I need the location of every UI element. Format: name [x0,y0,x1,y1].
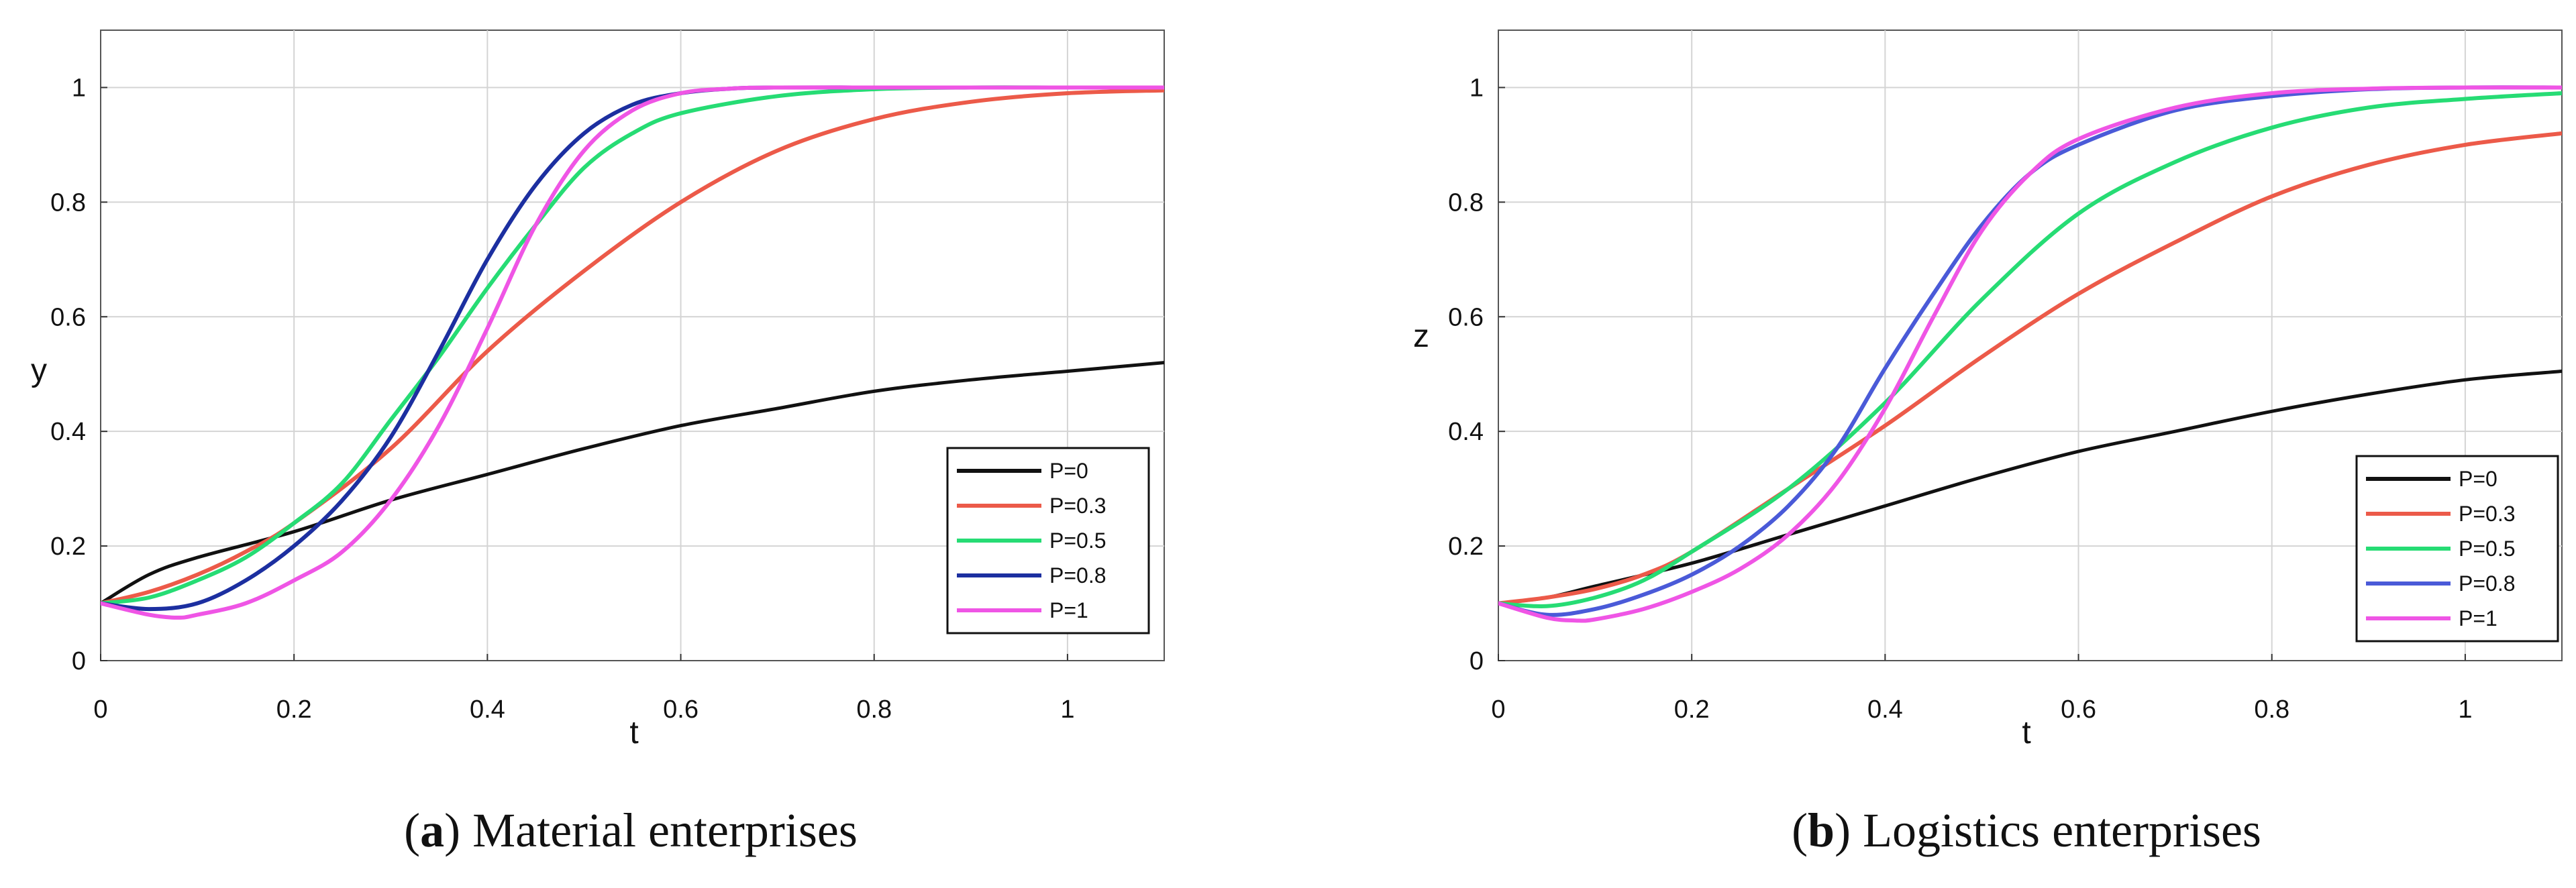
grid-a [100,30,1164,661]
legend-label: P=0.3 [2459,502,2516,526]
x-ticks-b: 0 0.2 0.4 0.6 0.8 1 [1491,696,2472,724]
grid-b [1498,30,2562,661]
y-tick-label: 0.2 [1448,533,1484,561]
x-axis-label-a: t [629,715,638,751]
legend-label: P=0.5 [2459,537,2516,561]
series-lines-a [101,85,1164,620]
legend-label: P=1 [1049,598,1088,622]
y-ticks-b: 0 0.2 0.4 0.6 0.8 1 [1448,74,1484,675]
series-line-P-0 [101,361,1164,605]
x-tick-label: 0 [93,696,107,724]
x-tick-label: 0.8 [856,696,892,724]
caption-text-a: Material enterprises [472,803,858,857]
x-tick-label: 1 [2458,696,2472,724]
caption-b: (b) Logistics enterprises [1792,803,2261,857]
x-axis-label-b: t [2022,715,2030,751]
x-ticks-a: 0 0.2 0.4 0.6 0.8 1 [93,696,1074,724]
series-lines-b [1498,85,2562,623]
x-tick-label: 0.2 [1674,696,1710,724]
series-line-P-0-3 [1498,131,2562,606]
x-tick-label: 0.6 [2061,696,2096,724]
x-tick-label: 0.4 [470,696,505,724]
y-tick-label: 0 [1470,647,1484,675]
series-line-P-0-5 [1498,91,2562,609]
legend-label: P=0.5 [1049,529,1106,553]
x-tick-label: 1 [1060,696,1074,724]
legend-label: P=0.8 [2459,571,2516,596]
caption-letter-b: b [1808,803,1835,857]
y-tick-label: 0.8 [50,188,86,217]
legend-label: P=0 [2459,467,2497,491]
legend-b: P=0 P=0.3 P=0.5 P=0.8 P=1 [2355,455,2559,643]
y-axis-label-b: z [1413,319,1429,354]
panel-a: 0 0.2 0.4 0.6 0.8 1 00.20.40.60.81 t y P=0P=0… [31,30,1165,857]
y-tick-label: 0.8 [1448,188,1484,217]
caption-letter-a: a [420,803,444,857]
y-tick-label: 0.6 [50,303,86,331]
series-line-P-1 [1498,85,2562,623]
legend-label: P=1 [2459,606,2497,630]
y-tick-label: 0.6 [1448,303,1484,331]
y-tick-label: 0.4 [50,418,86,446]
caption-a: (a) Material enterprises [404,803,858,857]
y-tick-label: 0.4 [1448,418,1484,446]
legend-label: P=0.8 [1049,563,1106,588]
x-tick-label: 0.4 [1867,696,1903,724]
series-line-P-1 [101,85,1164,620]
y-tick-label: 0 [72,647,86,675]
x-tick-label: 0.6 [663,696,699,724]
panel-b: 0 0.2 0.4 0.6 0.8 1 00.20.40.60.81 t z P=0P=0… [1413,30,2563,857]
x-tick-label: 0.8 [2254,696,2289,724]
x-tick-label: 0 [1491,696,1505,724]
legend-a: P=0 P=0.3 P=0.5 P=0.8 P=1 [946,447,1150,634]
y-tick-label: 1 [1470,74,1484,102]
y-ticks-a: 0 0.2 0.4 0.6 0.8 1 [50,74,86,675]
series-line-P-0-3 [101,88,1164,606]
x-tick-label: 0.2 [276,696,312,724]
legend-label: P=0.3 [1049,494,1106,518]
legend-label: P=0 [1049,459,1088,483]
y-axis-label-a: y [31,353,47,388]
y-tick-label: 0.2 [50,533,86,561]
y-tick-label: 1 [72,74,86,102]
caption-text-b: Logistics enterprises [1863,803,2261,857]
